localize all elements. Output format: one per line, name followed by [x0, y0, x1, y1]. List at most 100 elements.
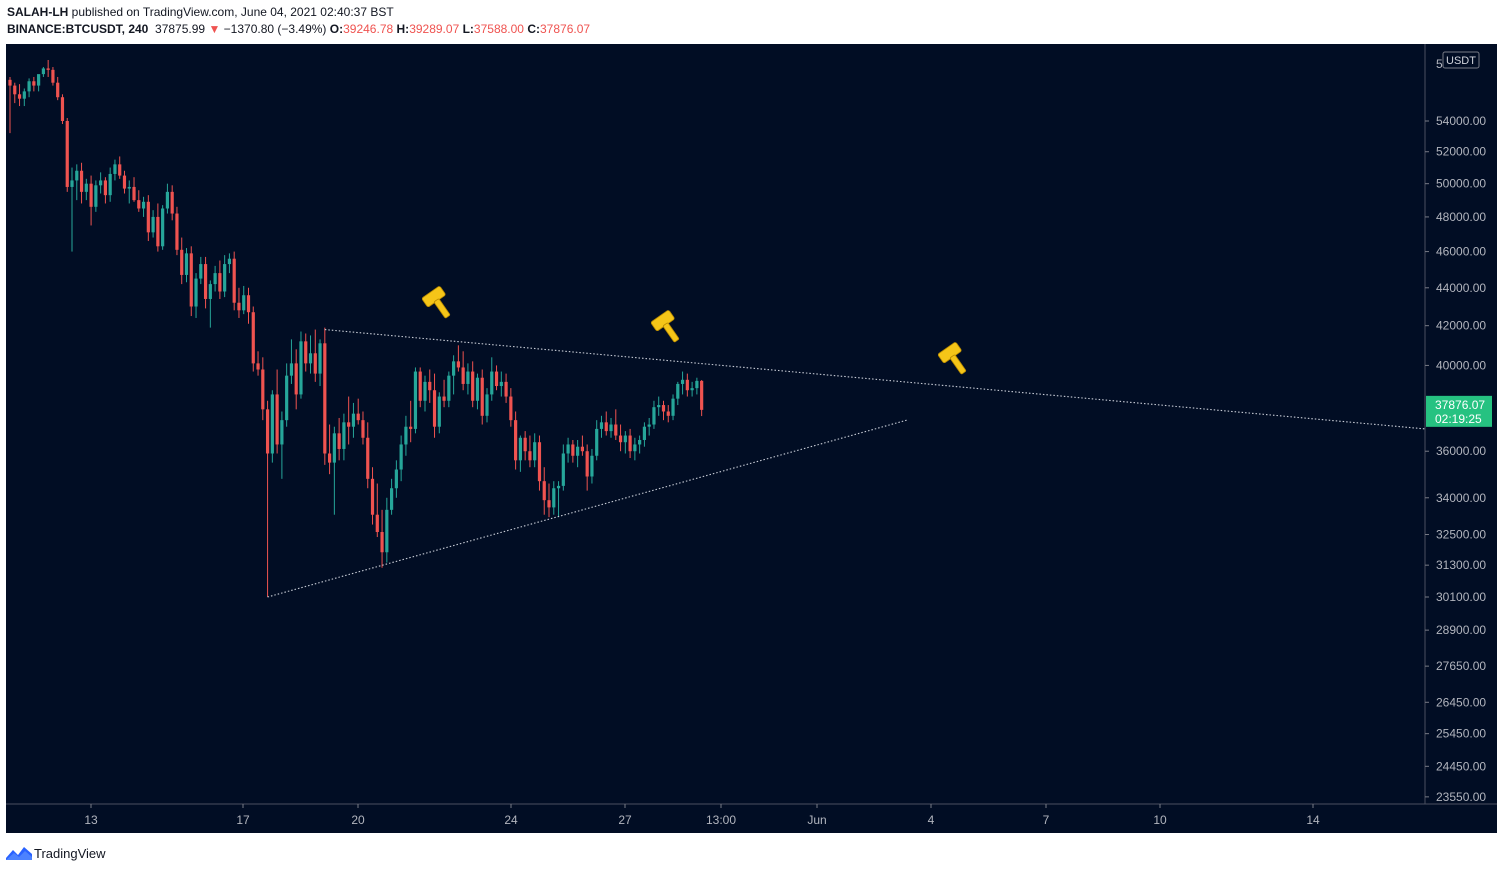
candle-body	[156, 216, 160, 247]
candle-body	[390, 488, 394, 510]
candle-body	[566, 444, 570, 454]
candle-body	[180, 249, 184, 275]
candle	[137, 190, 141, 212]
candle	[361, 411, 365, 445]
candle-body	[695, 380, 699, 389]
candle	[523, 431, 527, 461]
candle-body	[580, 446, 584, 452]
candle-body	[366, 437, 370, 479]
candle	[56, 76, 60, 101]
candle	[456, 345, 460, 372]
candle-body	[27, 81, 31, 92]
price-tick-label: 44000.00	[1436, 281, 1486, 295]
candle-body	[51, 69, 55, 83]
candle-body	[361, 420, 365, 438]
candle-body	[418, 371, 422, 401]
candle	[628, 428, 632, 459]
candle-body	[590, 455, 594, 477]
candle	[542, 467, 546, 515]
candle-body	[456, 361, 460, 368]
candle	[647, 417, 651, 436]
candle-body	[223, 264, 227, 292]
symbol[interactable]: BINANCE:BTCUSDT, 240	[7, 22, 149, 36]
candlestick-chart[interactable]: 54000.00 52000.00 50000.00 48000.00 46000.00…	[6, 44, 1497, 833]
candle-body	[671, 398, 675, 416]
hammer-icon	[937, 342, 967, 375]
candle-body	[127, 186, 131, 189]
upper-trendline[interactable]	[324, 329, 1426, 430]
tradingview-logo-icon[interactable]	[6, 844, 32, 862]
candle-body	[700, 380, 704, 410]
candle	[490, 357, 494, 401]
candle	[65, 117, 69, 192]
author[interactable]: SALAH-LH	[7, 5, 69, 19]
candle-body	[122, 175, 127, 189]
candle	[342, 413, 346, 461]
price-tick-label: 48000.00	[1436, 210, 1486, 224]
price-tick-label: 32500.00	[1436, 528, 1486, 542]
price-tick-label: 54000.00	[1436, 114, 1486, 128]
candle-body	[270, 394, 274, 454]
candle	[218, 260, 222, 299]
candle-body	[170, 191, 174, 214]
candle	[442, 379, 446, 408]
candle	[17, 84, 22, 107]
candle-body	[175, 213, 179, 250]
candle-body	[370, 478, 375, 515]
candle-body	[184, 253, 189, 275]
candle	[447, 371, 451, 408]
price-tick-label: 40000.00	[1436, 358, 1486, 372]
candle	[146, 195, 150, 242]
candle-body	[380, 532, 384, 553]
candle-body	[409, 426, 413, 429]
price-change: −1370.80 (−3.49%)	[223, 22, 327, 36]
time-tick-label: 17	[236, 813, 250, 827]
tradingview-brand[interactable]: TradingView	[34, 846, 106, 861]
currency-badge[interactable]	[1442, 51, 1480, 69]
candle	[122, 170, 127, 194]
candle-body	[571, 444, 575, 456]
candle-body	[99, 180, 103, 186]
candle	[499, 371, 503, 397]
candle-body	[304, 341, 308, 364]
candle	[189, 246, 193, 317]
candle-body	[8, 79, 12, 86]
candle-body	[285, 375, 289, 421]
chart-pane[interactable]: 54000.00 52000.00 50000.00 48000.00 46000.00…	[6, 44, 1497, 833]
candle-body	[604, 422, 608, 432]
candle-body	[32, 81, 36, 86]
candle-body	[65, 121, 69, 187]
candle	[8, 76, 12, 134]
price-tick-label: 46000.00	[1436, 245, 1486, 259]
candle	[380, 509, 384, 568]
candle-body	[542, 481, 546, 501]
candle-body	[308, 353, 313, 364]
candle	[514, 411, 518, 470]
candle	[652, 400, 656, 429]
candle-body	[480, 377, 484, 416]
candle	[618, 424, 623, 452]
candle	[32, 76, 36, 92]
time-tick-label: 10	[1153, 813, 1167, 827]
candle-body	[60, 97, 65, 121]
candle-body	[347, 422, 351, 427]
ohlc-legend: BINANCE:BTCUSDT, 240 37875.99 ▼ −1370.80…	[7, 22, 590, 36]
candle	[580, 435, 584, 456]
candle-body	[103, 180, 107, 196]
candle	[556, 481, 561, 518]
candle-body	[113, 164, 117, 174]
footer: TradingView	[0, 838, 1503, 871]
candle	[323, 327, 327, 465]
close-value: 37876.07	[540, 22, 591, 36]
candle	[370, 467, 375, 525]
candle-body	[141, 201, 146, 209]
candle-body	[79, 170, 84, 192]
candle	[614, 409, 618, 440]
candle	[695, 377, 699, 395]
candle	[509, 388, 513, 427]
candle	[280, 411, 284, 479]
candle	[332, 426, 336, 515]
candle	[251, 306, 255, 372]
candle-body	[37, 74, 41, 86]
candle	[256, 351, 260, 376]
